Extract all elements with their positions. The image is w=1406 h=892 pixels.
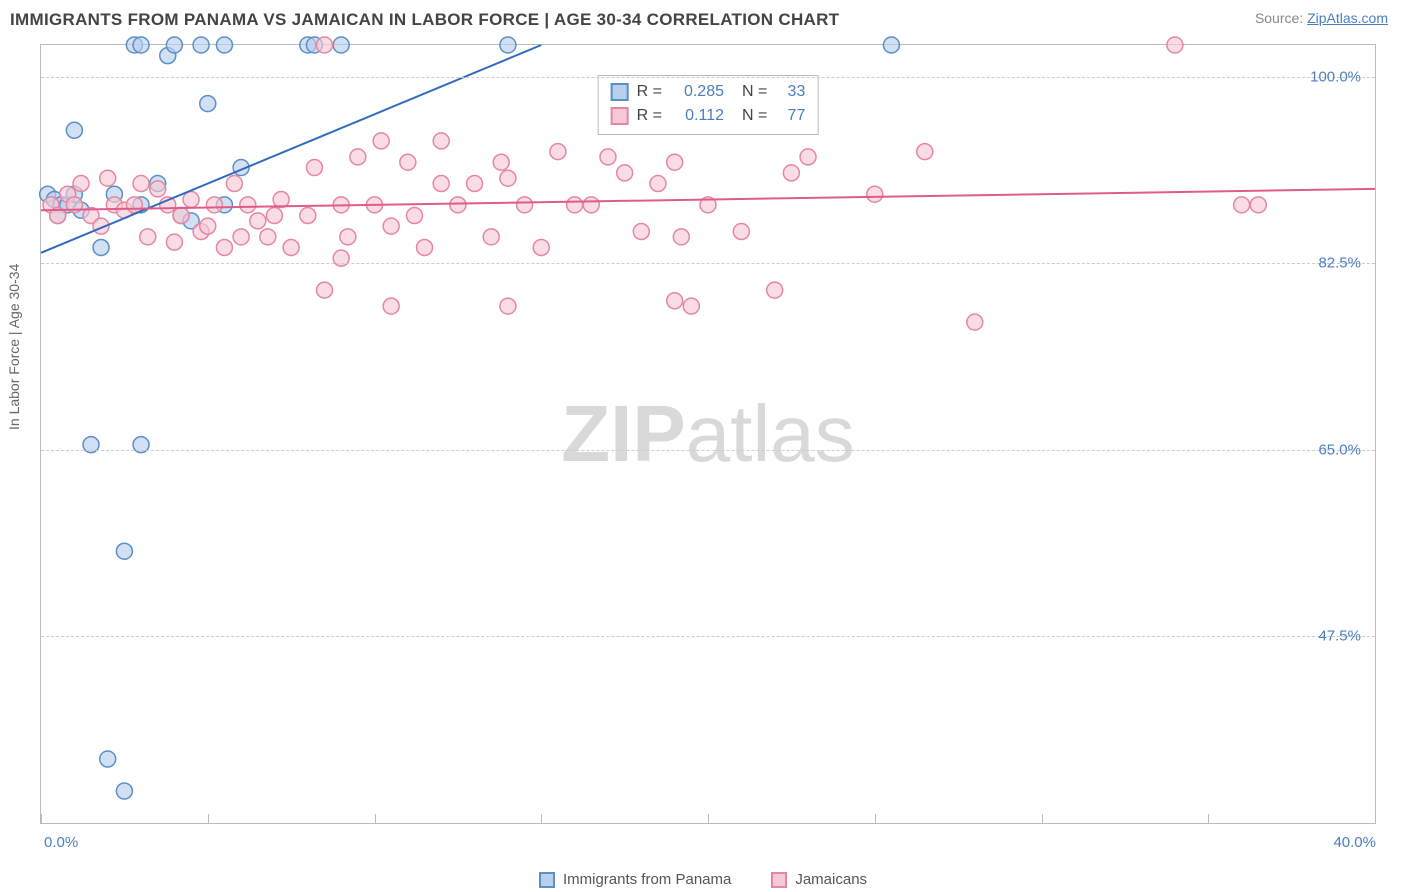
- y-tick-label: 82.5%: [1318, 255, 1361, 272]
- chart-container: IMMIGRANTS FROM PANAMA VS JAMAICAN IN LA…: [0, 0, 1406, 892]
- legend-swatch-panama: [539, 872, 555, 888]
- y-tick-label: 65.0%: [1318, 441, 1361, 458]
- swatch-jamaicans: [611, 107, 629, 125]
- swatch-panama: [611, 83, 629, 101]
- y-tick-label: 47.5%: [1318, 628, 1361, 645]
- source-citation: Source: ZipAtlas.com: [1255, 10, 1388, 26]
- legend-swatch-jamaicans: [771, 872, 787, 888]
- legend-label-panama: Immigrants from Panama: [563, 871, 731, 888]
- legend: Immigrants from Panama Jamaicans: [0, 871, 1406, 888]
- source-url-link[interactable]: ZipAtlas.com: [1307, 10, 1388, 26]
- legend-item-panama: Immigrants from Panama: [539, 871, 731, 888]
- x-tick-label-min: 0.0%: [44, 834, 78, 851]
- source-label: Source:: [1255, 10, 1307, 26]
- y-tick-label: 100.0%: [1310, 68, 1361, 85]
- scatter-plot-svg: [41, 45, 1375, 823]
- stats-row-jamaicans: R = 0.112 N = 77: [611, 104, 806, 128]
- correlation-stats-box: R = 0.285 N = 33 R = 0.112 N = 77: [598, 75, 819, 135]
- title-bar: IMMIGRANTS FROM PANAMA VS JAMAICAN IN LA…: [0, 0, 1406, 40]
- x-tick-label-max: 40.0%: [1333, 834, 1376, 851]
- plot-area: ZIPatlas R = 0.285 N = 33 R = 0.112 N = …: [40, 44, 1376, 824]
- stats-row-panama: R = 0.285 N = 33: [611, 80, 806, 104]
- legend-label-jamaicans: Jamaicans: [795, 871, 867, 888]
- chart-title: IMMIGRANTS FROM PANAMA VS JAMAICAN IN LA…: [0, 10, 839, 30]
- legend-item-jamaicans: Jamaicans: [771, 871, 867, 888]
- y-axis-label: In Labor Force | Age 30-34: [6, 264, 22, 430]
